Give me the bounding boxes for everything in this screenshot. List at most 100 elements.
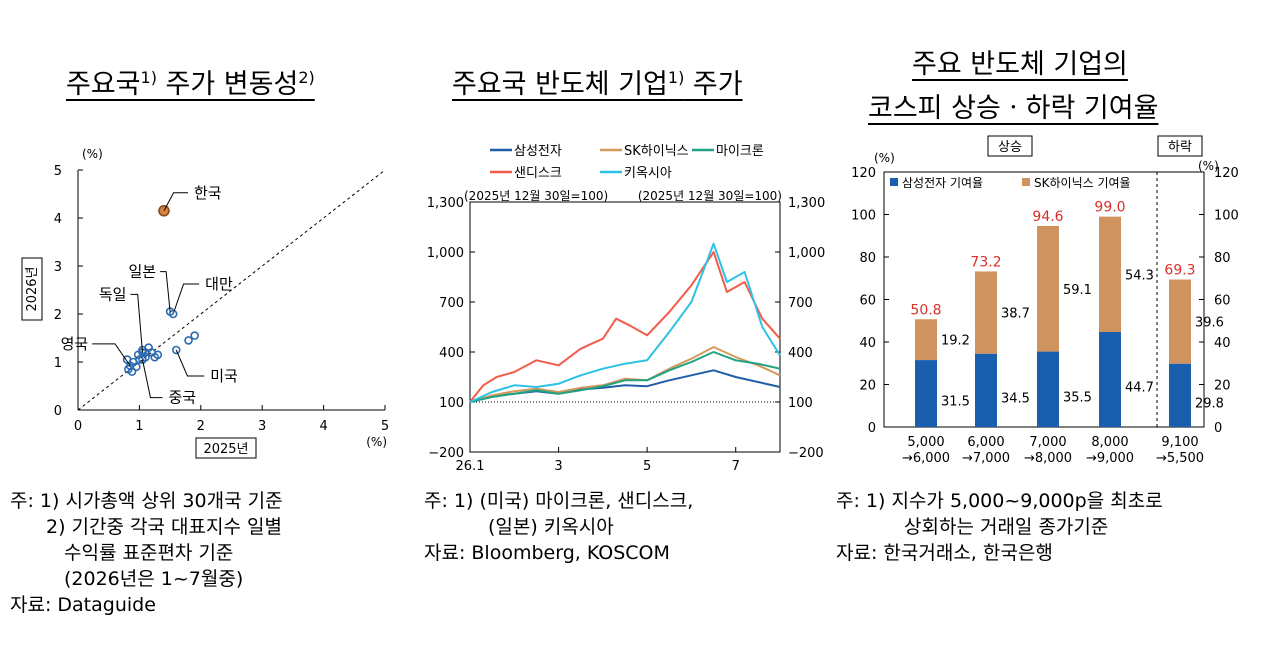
panel2-title: 주요국 반도체 기업1) 주가 [452,68,743,100]
bar-samsung [1169,363,1191,427]
x-tick-label: 4 [319,419,327,434]
series-line-마이크론 [469,351,781,403]
section-down-box [1157,135,1203,157]
y-tick-label-left: 400 [439,346,464,361]
y-tick-label-right: 0 [1214,421,1222,436]
y-unit-left: (%) [874,151,895,165]
x-cat-label-line1: 8,000 [1091,435,1128,450]
bar-hynix [1169,279,1191,364]
scatter-point-label: 중국 [168,389,196,407]
y-tick-label-left: 1,300 [427,196,464,211]
y-tick-label: 4 [54,212,62,227]
x-cat-label-line2: →5,500 [1156,451,1204,466]
scatter-point-label: 영국 [61,335,89,353]
y-tick-label: 1 [54,356,62,371]
y-unit-label: (%) [82,147,103,161]
bar-hynix-label: 39.6 [1195,316,1224,331]
x-cat-label-line1: 7,000 [1029,435,1066,450]
bar-hynix [915,319,937,361]
panel1-note-3: 수익률 표준편차 기준 [64,542,234,564]
x-axis-label: 2025년 [203,442,248,457]
x-axis-label-box [195,437,257,459]
y-tick-label-right: −200 [788,446,824,461]
panel3-note-2: 상회하는 거래일 종가기준 [904,516,1109,538]
bar-hynix-label: 38.7 [1001,307,1030,322]
scatter-point [153,350,163,360]
panel3-note-1: 주: 1) 지수가 5,000~9,000p을 최초로 [836,490,1163,512]
scatter-point-label: 대만 [205,275,233,293]
y-tick-label: 5 [54,164,62,179]
panel2-note-2: (일본) 키옥시아 [488,516,614,538]
series-line-키옥시아 [469,242,781,403]
callout-line [130,293,143,353]
scatter-point-label: 미국 [210,367,238,385]
y-tick-label: 0 [54,404,62,419]
bar-samsung [1099,332,1121,427]
y-tick-label-left: 100 [851,209,876,224]
x-tick-label: 3 [258,419,266,434]
bar-hynix [975,271,997,354]
section-down-label: 하락 [1168,140,1192,155]
line-layer: −200 −200 100 100 400 400 700 700 1,000 1,000 1,30… [427,144,825,474]
y-tick-label-left: 0 [868,421,876,436]
x-unit-label: (%) [366,435,387,449]
panel3-title-line1: 주요 반도체 기업의 [912,49,1128,80]
x-cat-label-line1: 6,000 [967,435,1004,450]
x-cat-label-line2: →9,000 [1086,451,1134,466]
x-cat-label-line1: 5,000 [907,435,944,450]
y-tick-label-right: 100 [788,396,813,411]
bar-hynix-label: 59.1 [1063,283,1092,298]
bar-total-label: 94.6 [1032,209,1063,225]
panel3-source: 자료: 한국거래소, 한국은행 [836,542,1053,564]
y-axis-label-box [21,257,43,321]
bar-hynix-label: 54.3 [1125,268,1154,283]
section-up-label: 상승 [998,140,1022,155]
series-line-SK하이닉스 [469,346,781,403]
legend-swatch-hynix [1022,178,1030,186]
y-tick-label-right: 60 [1214,294,1231,309]
bar-samsung-label: 44.7 [1125,381,1154,396]
legend-label-삼성전자: 삼성전자 [514,144,562,159]
scatter-point-중국 [138,355,147,364]
scatter-point-label: 일본 [128,263,156,281]
left-axis-note: (2025년 12월 30일=100) [464,189,608,203]
panel2-source: 자료: Bloomberg, KOSCOM [424,542,670,564]
y-tick-label-left: 100 [439,396,464,411]
x-cat-label-line2: →8,000 [1024,451,1072,466]
y-axis-label: 2026년 [25,266,40,311]
semiconductor-price-line-chart: −200 −200 100 100 400 400 700 700 1,000 1,000 1,30… [427,144,825,474]
callout-line [172,283,200,315]
bar-total-label: 73.2 [970,254,1001,270]
bar-samsung [915,360,937,427]
scatter-point-미국 [171,345,181,355]
bar-hynix [1037,225,1059,352]
y-tick-label-right: 20 [1214,379,1231,394]
legend-label-마이크론: 마이크론 [716,144,764,159]
scatter-point-label: 독일 [99,285,127,303]
panel1-source: 자료: Dataguide [10,594,156,616]
bar-samsung-label: 29.8 [1195,396,1224,411]
y-tick-label-right: 100 [1214,209,1239,224]
y-tick-label-right: 40 [1214,336,1231,351]
legend-label-hynix: SK하이닉스 기여율 [1034,176,1131,190]
callout-line [160,271,171,312]
x-tick-label: 26.1 [456,459,485,474]
x-tick-label: 3 [554,459,562,474]
y-tick-label-right: 700 [788,296,813,311]
x-cat-label-line1: 9,100 [1161,435,1198,450]
callout-line [92,343,131,367]
x-tick-label: 2 [197,419,205,434]
y-tick-label-left: 20 [859,379,876,394]
y-tick-label-right: 120 [1214,166,1239,181]
y-tick-label-right: 1,300 [788,196,825,211]
y-tick-label-right: 400 [788,346,813,361]
bar-hynix-label: 19.2 [941,334,970,349]
legend-label-samsung: 삼성전자 기여율 [902,176,983,190]
x-cat-label-line2: →6,000 [902,451,950,466]
y-tick-label-right: 80 [1214,251,1231,266]
plot-frame [469,201,781,453]
y-unit-right: (%) [1198,159,1219,173]
